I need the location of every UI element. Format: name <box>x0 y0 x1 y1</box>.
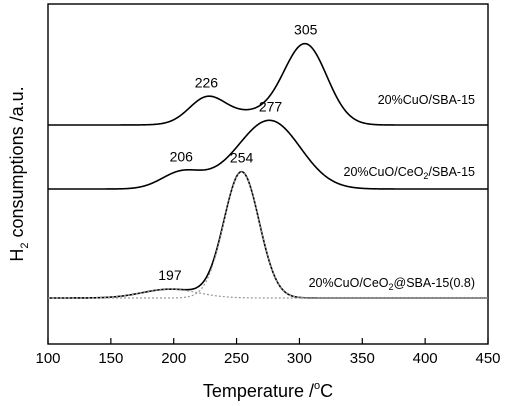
x-tick-label: 150 <box>98 350 123 367</box>
x-tick-label: 100 <box>35 350 60 367</box>
y-axis-title-rest: consumptions /a.u. <box>7 86 27 242</box>
y-axis-title: H2 consumptions /a.u. <box>7 86 31 261</box>
peak-label: 305 <box>294 22 318 38</box>
series-label-cuo-sba15: 20%CuO/SBA-15 <box>378 93 475 107</box>
x-axis-title: Temperature /oC <box>203 380 333 401</box>
x-axis-ticks: 100 150 200 250 300 350 400 450 <box>35 338 501 367</box>
plot-frame <box>47 3 489 345</box>
series-label-suffix: @SBA-15(0.8) <box>394 276 475 290</box>
x-tick-label: 450 <box>475 350 500 367</box>
series-label-subscript: 2 <box>389 282 394 292</box>
series-label-subscript: 2 <box>423 171 428 181</box>
series-curves <box>48 42 488 299</box>
plot-area-border <box>47 3 489 345</box>
degree-superscript: o <box>314 380 320 392</box>
peak-label: 277 <box>259 98 283 114</box>
series-label-suffix: /SBA-15 <box>428 165 475 179</box>
series-label-cuo-ceo2-at-sba15: 20%CuO/CeO2@SBA-15(0.8) <box>309 276 475 292</box>
x-tick-label: 200 <box>161 350 186 367</box>
x-tick-label: 250 <box>224 350 249 367</box>
deconvolution-dotted-curve <box>48 171 488 299</box>
x-axis-unit: C <box>320 381 333 401</box>
peak-label: 206 <box>170 148 194 164</box>
series-curve <box>48 42 488 126</box>
peak-label: 197 <box>158 267 182 283</box>
deconvolution-dotted-curve <box>48 288 488 299</box>
peak-labels: 226 305 206 277 197 254 <box>158 22 317 283</box>
peak-label: 254 <box>230 150 254 166</box>
series-label-cuo-ceo2-sba15: 20%CuO/CeO2/SBA-15 <box>344 165 476 181</box>
x-tick-label: 350 <box>350 350 375 367</box>
series-curve <box>48 119 488 190</box>
y-axis-subscript: 2 <box>19 242 31 248</box>
x-tick-label: 300 <box>287 350 312 367</box>
peak-label: 226 <box>195 74 219 90</box>
x-tick-label: 400 <box>413 350 438 367</box>
